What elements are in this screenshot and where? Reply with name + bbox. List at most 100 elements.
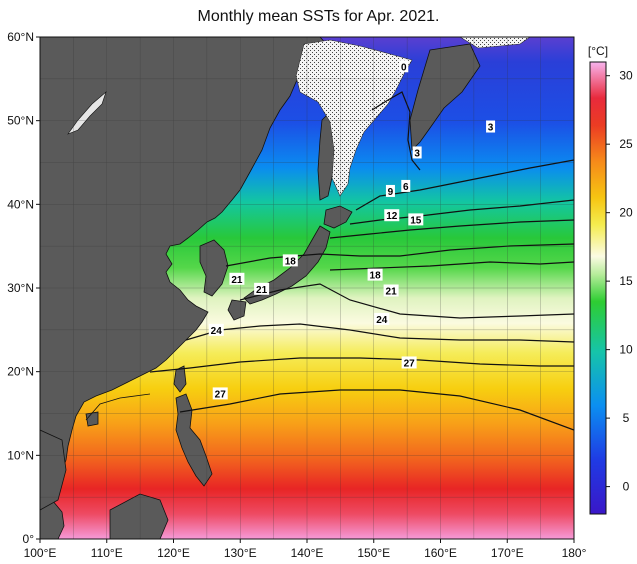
contour-label-box: [412, 146, 422, 159]
contour-label-text: 12: [386, 211, 398, 222]
lat-tick-label: 50°N: [7, 114, 34, 128]
contour-label-text: 6: [403, 182, 409, 193]
contour-label-box: [401, 356, 417, 369]
contour-label-box: [374, 312, 390, 325]
lon-tick-label: 160°E: [424, 546, 457, 560]
contour-label: 24: [208, 323, 224, 337]
contour-label-box: [229, 272, 245, 285]
contour-label-box: [486, 120, 496, 133]
colorbar-tick-label: 25: [619, 137, 633, 151]
contour-label-text: 3: [488, 123, 494, 134]
contour-label-text: 15: [410, 215, 422, 226]
taiwan: [173, 365, 187, 393]
colorbar-scale: [589, 61, 607, 515]
contour-label: 0: [399, 60, 409, 73]
contour-labels: 0 3 3 69 12 15 18 18 21 21 21 24 24 27 27: [208, 60, 496, 400]
lat-tick-label: 40°N: [7, 197, 34, 211]
contour-label-box: [408, 213, 424, 226]
contour-label-text: 18: [370, 271, 382, 282]
contour-label: 18: [367, 268, 383, 282]
colorbar: [°C] 30 25 20 15 10 5 0: [588, 44, 633, 515]
contour-label-box: [254, 282, 270, 295]
contour-label: 27: [212, 387, 228, 400]
isotherm-0: [371, 91, 421, 171]
contour-label-box: [208, 323, 224, 336]
isotherm-12: [225, 243, 574, 267]
lat-tick-label: 10°N: [7, 448, 34, 462]
contour-label: 6: [401, 179, 411, 193]
inland-lake: [67, 91, 107, 135]
lat-tick-label: 0°: [23, 532, 35, 546]
isotherm-9: [329, 219, 574, 239]
contour-label: 15: [408, 213, 424, 226]
contour-label: 24: [374, 312, 390, 326]
hokkaido: [323, 205, 353, 229]
isotherm-24: [149, 357, 574, 373]
contour-label-text: 27: [404, 358, 416, 369]
contour-label-text: 21: [386, 287, 398, 298]
map-title: Monthly mean SSTs for Apr. 2021.: [197, 8, 440, 25]
colorbar-tick-label: 30: [619, 69, 633, 83]
contour-label: 18: [282, 254, 298, 267]
colorbar-unit: [°C]: [588, 44, 608, 58]
isotherm-27-south: [85, 393, 151, 421]
colorbar-tick-label: 10: [619, 343, 633, 357]
isotherm-18: [239, 283, 574, 319]
longitude-axis: 100°E 110°E 120°E 130°E 140°E 150°E 160°E 170°E…: [24, 539, 587, 560]
contour-label-text: 3: [414, 148, 420, 159]
philippines: [175, 393, 213, 487]
lon-tick-label: 100°E: [24, 546, 57, 560]
contour-label-text: 21: [231, 275, 243, 286]
lon-tick-label: 140°E: [291, 546, 324, 560]
contour-label-text: 18: [285, 256, 297, 267]
contour-label-box: [383, 284, 399, 297]
contour-label-box: [212, 387, 228, 400]
contour-label: 27: [401, 356, 417, 369]
contour-label-text: 0: [401, 62, 407, 73]
graticule: [40, 37, 574, 539]
lon-tick-label: 170°E: [491, 546, 524, 560]
isotherm-27: [179, 389, 574, 431]
contour-label-text: 24: [376, 315, 388, 326]
contour-label: 21: [383, 284, 399, 298]
contour-label: 21: [229, 272, 245, 286]
contour-label-box: [282, 254, 298, 267]
contour-label-box: [399, 60, 409, 73]
isotherm-3: [355, 159, 574, 211]
contour-label: 3: [486, 120, 496, 134]
contour-label: 21: [254, 282, 270, 296]
lat-tick-label: 60°N: [7, 30, 34, 44]
colorbar-ticks: 30 25 20 15 10 5 0: [606, 69, 633, 494]
contour-label-text: 9: [388, 187, 394, 198]
colorbar-tick-label: 20: [619, 206, 633, 220]
sst-field: [40, 37, 574, 539]
contour-label-text: 24: [211, 326, 223, 337]
contour-label-text: 21: [256, 285, 268, 296]
contour-label-text: 27: [215, 389, 227, 400]
lat-tick-label: 20°N: [7, 365, 34, 379]
contour-label-box: [384, 209, 400, 222]
isotherm-15: [329, 261, 574, 271]
colorbar-tick-label: 0: [623, 480, 630, 494]
kamchatka: [409, 43, 481, 151]
bering-ice: [459, 37, 531, 49]
contour-label-box: [401, 179, 411, 192]
lon-tick-label: 180°: [562, 546, 587, 560]
lon-tick-label: 120°E: [157, 546, 190, 560]
indochina-coast: [40, 429, 67, 511]
contour-label-box: [385, 184, 395, 197]
hainan: [85, 411, 99, 427]
contour-label: 12: [384, 209, 400, 222]
contour-label: 3: [412, 146, 422, 159]
kyushu-shikoku: [227, 299, 247, 321]
lon-tick-label: 150°E: [357, 546, 390, 560]
contour-label: 9: [385, 184, 395, 198]
colorbar-tick-label: 5: [623, 411, 630, 425]
lat-tick-label: 30°N: [7, 281, 34, 295]
contour-label-box: [367, 268, 383, 281]
lon-tick-label: 110°E: [91, 546, 123, 560]
colorbar-tick-label: 15: [619, 274, 633, 288]
isotherm-6: [349, 199, 574, 225]
lon-tick-label: 130°E: [224, 546, 257, 560]
